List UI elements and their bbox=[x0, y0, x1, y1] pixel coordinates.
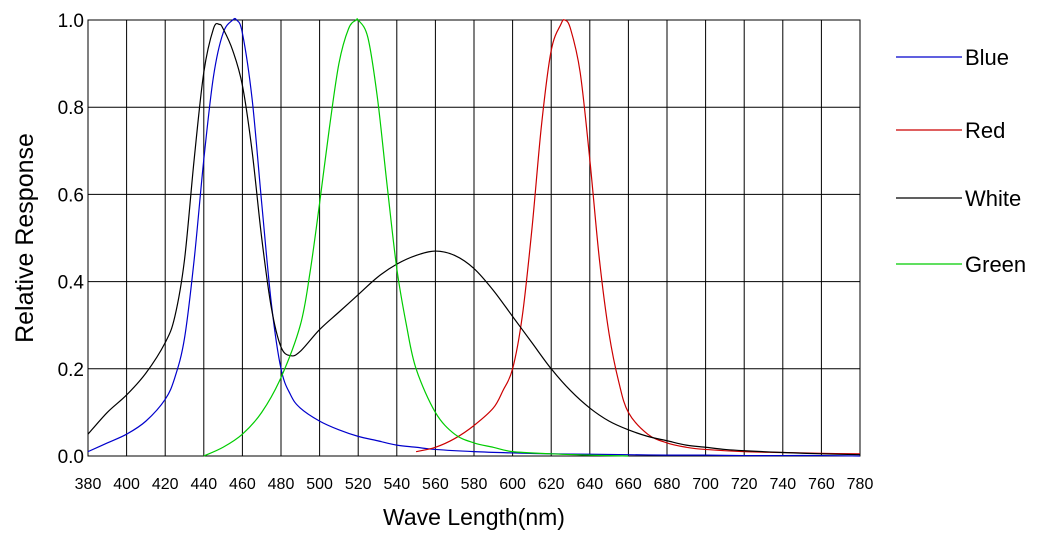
x-tick-label: 740 bbox=[769, 476, 796, 493]
x-tick-label: 660 bbox=[615, 476, 642, 493]
x-tick-label: 720 bbox=[731, 476, 758, 493]
x-tick-label: 620 bbox=[538, 476, 565, 493]
x-tick-label: 600 bbox=[499, 476, 526, 493]
x-tick-label: 480 bbox=[268, 476, 295, 493]
y-tick-labels: 0.0 0.2 0.4 0.6 0.8 1.0 bbox=[58, 11, 85, 468]
x-tick-label: 760 bbox=[808, 476, 835, 493]
y-tick-label: 1.0 bbox=[58, 11, 84, 32]
legend-label-white: White bbox=[965, 186, 1021, 211]
legend: Blue Red White Green bbox=[896, 45, 1026, 277]
series-line-white bbox=[87, 22, 861, 456]
series-line-green bbox=[203, 18, 629, 457]
x-axis-title: Wave Length(nm) bbox=[383, 504, 565, 530]
x-tick-labels: 380 400 420 440 460 480 500 520 540 560 580 600 620 6… bbox=[75, 476, 874, 493]
x-tick-label: 680 bbox=[654, 476, 681, 493]
x-tick-label: 560 bbox=[422, 476, 449, 493]
x-tick-label: 380 bbox=[75, 476, 102, 493]
x-tick-label: 520 bbox=[345, 476, 372, 493]
x-tick-label: 420 bbox=[152, 476, 179, 493]
y-tick-label: 0.8 bbox=[58, 98, 84, 119]
legend-label-red: Red bbox=[965, 118, 1005, 143]
series-line-blue bbox=[87, 17, 861, 457]
legend-label-blue: Blue bbox=[965, 45, 1009, 70]
y-axis-title: Relative Response bbox=[11, 133, 39, 343]
y-tick-label: 0.0 bbox=[58, 447, 84, 468]
x-tick-label: 440 bbox=[190, 476, 217, 493]
y-tick-label: 0.2 bbox=[58, 360, 84, 381]
series-line-red bbox=[415, 19, 861, 455]
x-tick-label: 580 bbox=[461, 476, 488, 493]
y-tick-label: 0.6 bbox=[58, 185, 84, 206]
x-tick-label: 540 bbox=[383, 476, 410, 493]
x-tick-label: 700 bbox=[692, 476, 719, 493]
plot-frame bbox=[87, 19, 861, 457]
x-tick-label: 400 bbox=[113, 476, 140, 493]
series-lines bbox=[87, 17, 861, 457]
x-tick-label: 640 bbox=[576, 476, 603, 493]
x-tick-label: 460 bbox=[229, 476, 256, 493]
x-tick-label: 500 bbox=[306, 476, 333, 493]
x-tick-label: 780 bbox=[847, 476, 874, 493]
grid bbox=[88, 20, 860, 456]
y-tick-label: 0.4 bbox=[58, 273, 85, 294]
legend-label-green: Green bbox=[965, 252, 1026, 277]
